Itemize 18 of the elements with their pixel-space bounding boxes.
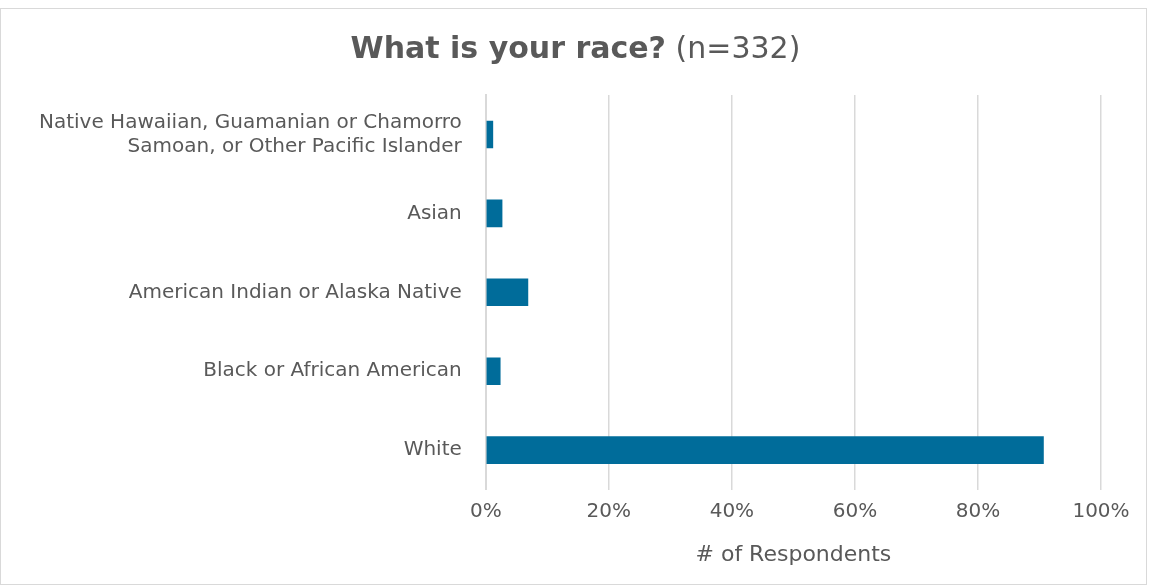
chart-title: What is your race? — [350, 30, 667, 65]
x-tick-label: 40% — [709, 497, 755, 522]
x-tick-label: 80% — [955, 497, 1001, 522]
bar — [486, 436, 1044, 464]
x-tick-label: 0% — [469, 497, 502, 522]
bar — [486, 199, 503, 228]
y-tick-label: American Indian or Alaska Native — [128, 278, 462, 303]
bar — [486, 357, 501, 386]
x-axis-title: # of Respondents — [695, 540, 892, 566]
y-tick-label: Native Hawaiian, Guamanian or Chamorro Samoan, or Other Pacific Islander — [39, 108, 463, 157]
x-tick-label: 100% — [1072, 497, 1130, 522]
y-tick-label: White — [403, 436, 462, 461]
x-tick-label: 20% — [586, 497, 632, 522]
chart-subtitle: (n=332) — [674, 30, 801, 65]
bar — [486, 278, 529, 307]
y-tick-label: Black or African American — [203, 357, 462, 382]
x-tick-label: 60% — [832, 497, 878, 522]
y-tick-label: Asian — [407, 199, 462, 224]
